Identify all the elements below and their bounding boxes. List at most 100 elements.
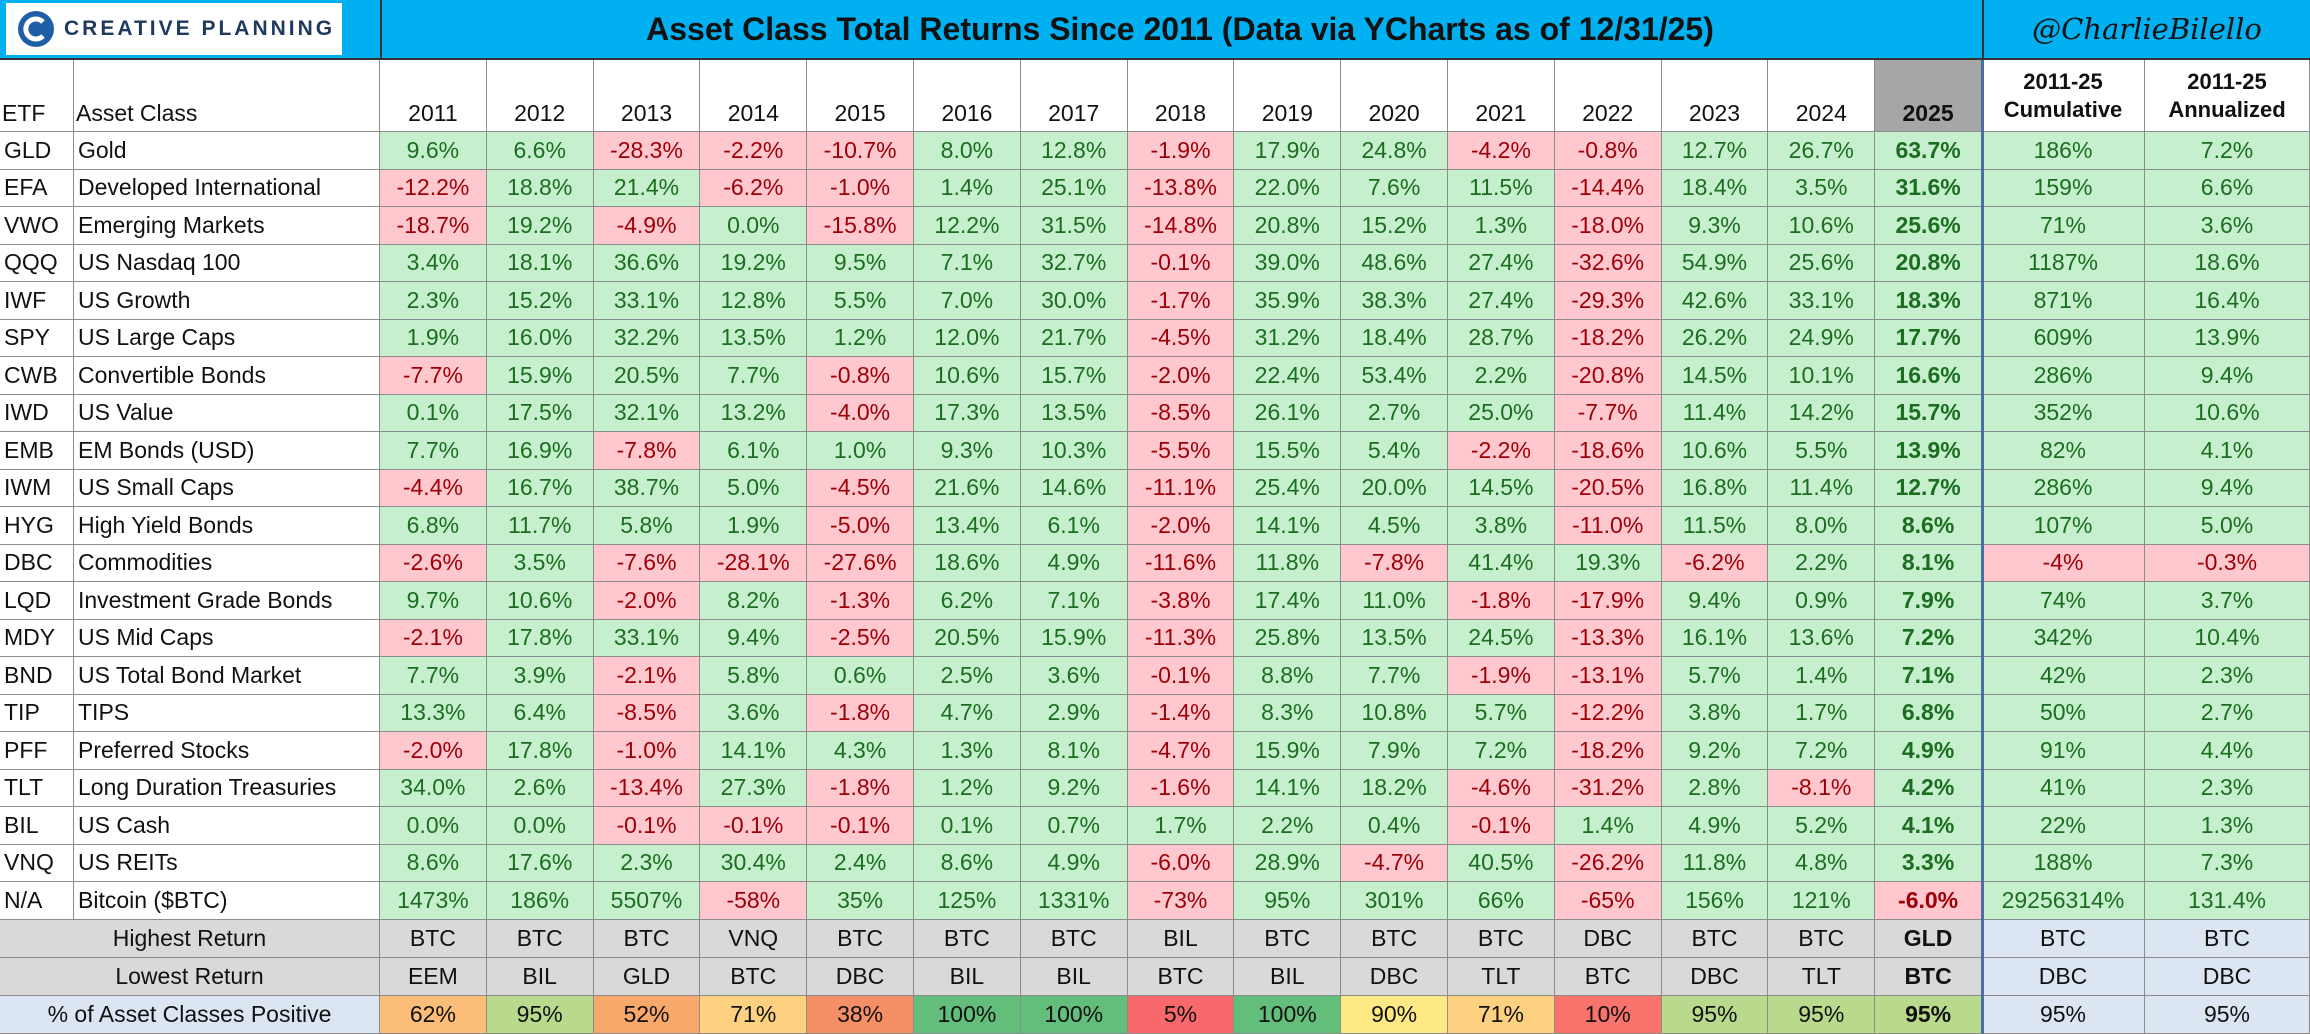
- return-cell: -7.7%: [1554, 394, 1662, 432]
- return-cell: -0.8%: [1554, 132, 1662, 170]
- return-cell: 18.1%: [486, 244, 594, 282]
- return-cell: 8.6%: [914, 844, 1021, 882]
- return-cell: 7.1%: [1020, 582, 1128, 620]
- return-cell: 16.4%: [2145, 282, 2310, 320]
- return-cell: 6.6%: [486, 132, 594, 170]
- return-cell: 11.5%: [1448, 169, 1555, 207]
- ticker: TLT: [0, 769, 74, 807]
- return-cell: 16.7%: [486, 469, 594, 507]
- return-cell: 18.8%: [486, 169, 594, 207]
- ticker: IWD: [0, 394, 74, 432]
- logo: CREATIVE PLANNING: [6, 3, 342, 55]
- summary-cell: BTC: [486, 919, 594, 958]
- return-cell: -2.2%: [1448, 432, 1555, 470]
- return-cell: -18.6%: [1554, 432, 1662, 470]
- return-cell: -11.3%: [1127, 619, 1235, 657]
- column-header: 2022: [1554, 60, 1662, 132]
- return-cell: 32.1%: [593, 394, 701, 432]
- return-cell: 7.2%: [1768, 732, 1876, 770]
- column-header: 2015: [807, 60, 914, 132]
- summary-cell: BTC: [700, 957, 808, 996]
- return-cell: 40.5%: [1448, 844, 1555, 882]
- ticker: LQD: [0, 582, 74, 620]
- summary-label: Lowest Return: [0, 957, 380, 996]
- return-cell: 63.7%: [1875, 132, 1982, 170]
- return-cell: 91%: [1982, 732, 2145, 770]
- return-cell: 4.9%: [1661, 807, 1769, 845]
- return-cell: 8.0%: [914, 132, 1021, 170]
- return-cell: 8.1%: [1020, 732, 1128, 770]
- return-cell: 54.9%: [1661, 244, 1769, 282]
- summary-cell: VNQ: [700, 919, 808, 958]
- return-cell: 1473%: [380, 882, 487, 920]
- return-cell: 121%: [1768, 882, 1876, 920]
- return-cell: 4.7%: [914, 694, 1021, 732]
- return-cell: 186%: [486, 882, 594, 920]
- return-cell: 18.3%: [1875, 282, 1982, 320]
- asset-class: Preferred Stocks: [74, 732, 380, 770]
- return-cell: 33.1%: [593, 282, 701, 320]
- return-cell: 15.2%: [1341, 207, 1448, 245]
- return-cell: 5.2%: [1768, 807, 1876, 845]
- return-cell: 22.0%: [1234, 169, 1342, 207]
- return-cell: -2.1%: [593, 657, 701, 695]
- column-header-line: Annualized: [2168, 96, 2286, 122]
- column-header: 2023: [1661, 60, 1769, 132]
- return-cell: -0.3%: [2145, 544, 2310, 582]
- return-cell: -4.2%: [1448, 132, 1555, 170]
- return-cell: 871%: [1982, 282, 2145, 320]
- return-cell: 2.5%: [914, 657, 1021, 695]
- return-cell: 32.2%: [593, 319, 701, 357]
- return-cell: -2.6%: [380, 544, 487, 582]
- return-cell: -1.0%: [807, 169, 914, 207]
- return-cell: -1.8%: [807, 769, 914, 807]
- return-cell: 286%: [1982, 469, 2145, 507]
- return-cell: 20.5%: [593, 357, 701, 395]
- ticker: HYG: [0, 507, 74, 545]
- return-cell: 82%: [1982, 432, 2145, 470]
- return-cell: 53.4%: [1341, 357, 1448, 395]
- return-cell: 5.5%: [807, 282, 914, 320]
- summary-cell: 71%: [700, 995, 808, 1034]
- return-cell: -6.0%: [1875, 882, 1982, 920]
- return-cell: 31.5%: [1020, 207, 1128, 245]
- return-cell: 7.2%: [2145, 132, 2310, 170]
- return-cell: 7.9%: [1341, 732, 1448, 770]
- return-cell: -7.7%: [380, 357, 487, 395]
- return-cell: -7.8%: [1341, 544, 1448, 582]
- column-header: 2020: [1341, 60, 1448, 132]
- summary-cell: BTC: [1448, 919, 1555, 958]
- return-cell: 15.9%: [1234, 732, 1342, 770]
- asset-class: US Value: [74, 394, 380, 432]
- return-cell: 33.1%: [1768, 282, 1876, 320]
- return-cell: 33.1%: [593, 619, 701, 657]
- return-cell: 16.0%: [486, 319, 594, 357]
- summary-cell: DBC: [1341, 957, 1448, 996]
- return-cell: 9.7%: [380, 582, 487, 620]
- return-cell: 1.0%: [807, 432, 914, 470]
- asset-class: Commodities: [74, 544, 380, 582]
- return-cell: 17.8%: [486, 732, 594, 770]
- return-cell: 16.1%: [1661, 619, 1769, 657]
- return-cell: 71%: [1982, 207, 2145, 245]
- summary-cell: EEM: [380, 957, 487, 996]
- summary-cell: TLT: [1448, 957, 1555, 996]
- return-cell: 10.6%: [1661, 432, 1769, 470]
- asset-class: US Mid Caps: [74, 619, 380, 657]
- asset-class: US Cash: [74, 807, 380, 845]
- return-cell: 7.7%: [1341, 657, 1448, 695]
- return-cell: 1.2%: [807, 319, 914, 357]
- return-cell: 41.4%: [1448, 544, 1555, 582]
- separator: [380, 0, 382, 60]
- column-header: ETF: [0, 60, 74, 132]
- return-cell: -18.7%: [380, 207, 487, 245]
- return-cell: -73%: [1127, 882, 1235, 920]
- return-cell: -12.2%: [1554, 694, 1662, 732]
- return-cell: -8.5%: [1127, 394, 1235, 432]
- return-cell: 15.9%: [1020, 619, 1128, 657]
- return-cell: 9.4%: [700, 619, 808, 657]
- return-cell: 7.6%: [1341, 169, 1448, 207]
- return-cell: -4.6%: [1448, 769, 1555, 807]
- return-cell: 1.2%: [914, 769, 1021, 807]
- return-cell: -2.2%: [700, 132, 808, 170]
